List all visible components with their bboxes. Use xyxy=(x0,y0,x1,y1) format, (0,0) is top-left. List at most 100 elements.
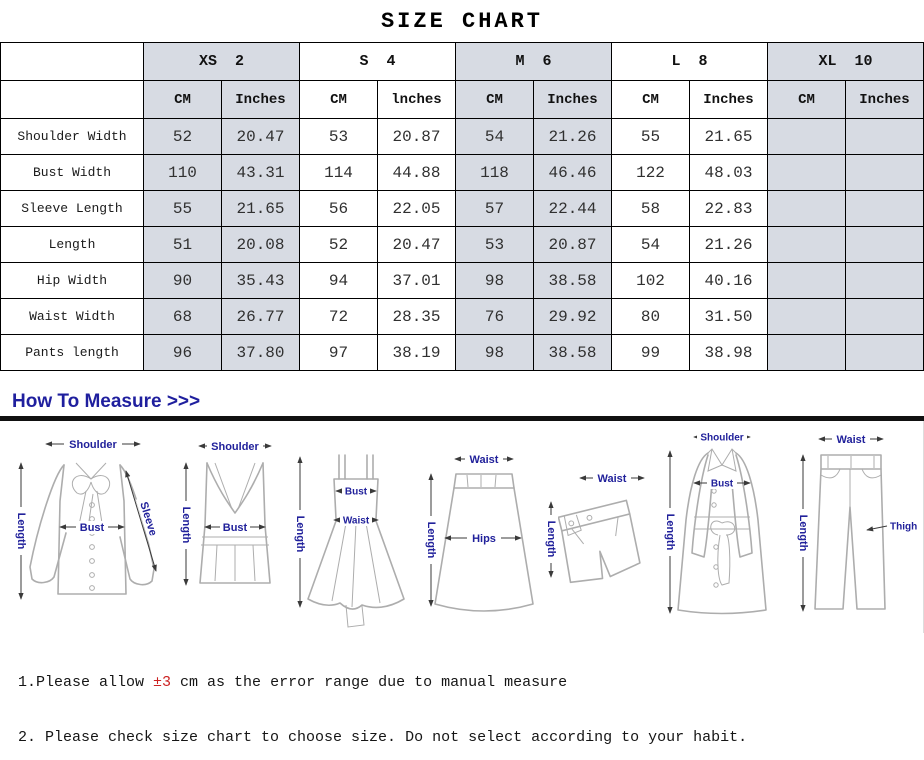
table-cell xyxy=(845,262,924,299)
measure-label-shoulder: Shoulder xyxy=(69,439,117,451)
table-cell: 57 xyxy=(455,190,534,227)
table-cell xyxy=(767,118,846,155)
table-cell: 52 xyxy=(143,118,222,155)
table-cell: 76 xyxy=(455,298,534,335)
table-cell: 46.46 xyxy=(533,154,612,191)
table-cell: 80 xyxy=(611,298,690,335)
section-divider xyxy=(0,416,924,421)
error-range-value: ±3 xyxy=(153,674,172,692)
table-cell: 28.35 xyxy=(377,298,456,335)
row-label: Sleeve Length xyxy=(0,190,144,227)
size-header: M 6 xyxy=(455,42,612,81)
measure-label-bust: Bust xyxy=(80,522,105,534)
unit-header: lnches xyxy=(377,80,456,119)
table-cell: 56 xyxy=(299,190,378,227)
garment-outline xyxy=(677,448,767,615)
table-cell xyxy=(845,298,924,335)
measure-label-hips: Hips xyxy=(473,533,497,545)
table-row: Hip Width 90 35.43 94 37.01 98 38.58 102 40.16 xyxy=(0,262,924,299)
measure-label-waist: Waist xyxy=(470,454,499,466)
table-cell: 21.65 xyxy=(689,118,768,155)
table-cell xyxy=(767,154,846,191)
table-cell: 114 xyxy=(299,154,378,191)
garment-outline xyxy=(434,473,535,612)
table-cell xyxy=(767,226,846,263)
notes-section: 1.Please allow ±3 cm as the error range … xyxy=(0,633,924,760)
table-cell: 38.58 xyxy=(533,262,612,299)
table-cell: 38.98 xyxy=(689,334,768,371)
table-cell: 110 xyxy=(143,154,222,191)
row-label: Shoulder Width xyxy=(0,118,144,155)
measure-illustrations: Shoulder Length Bust Sleeve xyxy=(0,421,924,633)
row-label: Hip Width xyxy=(0,262,144,299)
table-cell: 55 xyxy=(611,118,690,155)
size-header: XL 10 xyxy=(767,42,924,81)
table-cell: 98 xyxy=(455,334,534,371)
measure-label-waist: Waist xyxy=(837,434,866,446)
table-cell: 31.50 xyxy=(689,298,768,335)
measure-label-length: Length xyxy=(797,515,809,552)
table-cell: 20.87 xyxy=(533,226,612,263)
table-cell: 51 xyxy=(143,226,222,263)
measure-label-bust: Bust xyxy=(345,487,368,498)
unit-header: CM xyxy=(455,80,534,119)
table-cell xyxy=(767,190,846,227)
table-cell: 29.92 xyxy=(533,298,612,335)
table-cell: 52 xyxy=(299,226,378,263)
table-cell: 20.47 xyxy=(377,226,456,263)
table-row: Shoulder Width 52 20.47 53 20.87 54 21.26 55 21.… xyxy=(0,118,924,155)
table-cell xyxy=(767,298,846,335)
table-cell: 90 xyxy=(143,262,222,299)
table-cell: 20.47 xyxy=(221,118,300,155)
unit-header: Inches xyxy=(689,80,768,119)
row-label: Length xyxy=(0,226,144,263)
table-cell xyxy=(845,118,924,155)
unit-header: CM xyxy=(767,80,846,119)
table-row: Bust Width 110 43.31 114 44.88 118 46.46 122 48.… xyxy=(0,154,924,191)
row-label: Waist Width xyxy=(0,298,144,335)
size-header: L 8 xyxy=(611,42,768,81)
table-row: Length 51 20.08 52 20.47 53 20.87 54 21.26 xyxy=(0,226,924,263)
size-header: S 4 xyxy=(299,42,456,81)
measure-label-length: Length xyxy=(545,521,557,558)
measure-label-bust: Bust xyxy=(711,479,734,490)
table-cell: 98 xyxy=(455,262,534,299)
garment-outline xyxy=(557,499,641,584)
measure-label-length: Length xyxy=(294,516,306,553)
table-cell: 21.26 xyxy=(533,118,612,155)
table-cell: 40.16 xyxy=(689,262,768,299)
skirt-illustration: Waist Hips Length xyxy=(425,452,535,612)
table-cell: 37.80 xyxy=(221,334,300,371)
measure-label-waist: Waist xyxy=(598,473,627,485)
table-cell: 55 xyxy=(143,190,222,227)
tank-top-illustration: Shoulder Length Bust xyxy=(179,439,272,586)
table-cell: 38.58 xyxy=(533,334,612,371)
table-cell: 22.05 xyxy=(377,190,456,227)
table-cell: 53 xyxy=(455,226,534,263)
measure-label-length: Length xyxy=(180,507,192,544)
table-cell: 35.43 xyxy=(221,262,300,299)
table-cell: 44.88 xyxy=(377,154,456,191)
table-cell: 20.87 xyxy=(377,118,456,155)
table-cell xyxy=(767,262,846,299)
note-line-1: 1.Please allow ±3 cm as the error range … xyxy=(18,674,568,692)
table-cell: 54 xyxy=(455,118,534,155)
table-cell: 22.44 xyxy=(533,190,612,227)
unit-header: Inches xyxy=(845,80,924,119)
blouse-illustration: Shoulder Length Bust Sleeve xyxy=(15,437,162,600)
table-cell: 102 xyxy=(611,262,690,299)
row-label: Pants length xyxy=(0,334,144,371)
table-cell: 97 xyxy=(299,334,378,371)
garment-outline xyxy=(814,454,886,610)
table-cell: 20.08 xyxy=(221,226,300,263)
table-cell: 43.31 xyxy=(221,154,300,191)
table-cell: 58 xyxy=(611,190,690,227)
garment-outline xyxy=(306,454,405,628)
how-to-measure-heading: How To Measure >>> xyxy=(12,391,201,412)
measure-label-shoulder: Shoulder xyxy=(211,441,259,453)
unit-header: CM xyxy=(299,80,378,119)
coat-illustration: Shoulder Bust Length xyxy=(664,430,767,615)
table-cell: 96 xyxy=(143,334,222,371)
unit-header: Inches xyxy=(533,80,612,119)
